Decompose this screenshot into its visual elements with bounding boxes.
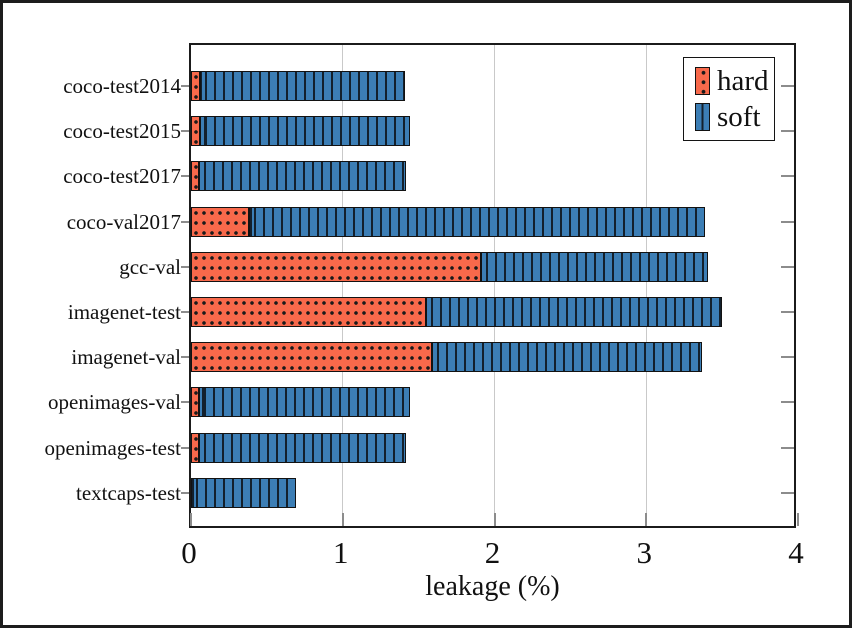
legend-entry-soft: soft: [695, 100, 774, 133]
category-label: openimages-val: [48, 390, 181, 415]
category-label: imagenet-test: [67, 300, 181, 324]
bar-segment-hard: [191, 161, 199, 192]
legend-label-soft: soft: [717, 100, 761, 133]
gridline: [342, 45, 344, 526]
x-axis-tick: [190, 513, 192, 526]
category-label: coco-test2015: [63, 119, 181, 144]
bar-segment-soft: [200, 71, 405, 101]
y-axis-tick-left: [181, 491, 189, 494]
gridline: [645, 45, 647, 526]
y-axis-tick-right: [781, 85, 794, 87]
bar-segment-soft: [198, 387, 410, 418]
y-axis-tick-right: [781, 356, 794, 359]
bar-segment-soft: [200, 116, 410, 147]
bar-segment-soft: [248, 206, 706, 237]
legend-label-hard: hard: [717, 64, 769, 97]
bar-segment-soft: [480, 251, 709, 282]
category-label: gcc-val: [119, 254, 181, 279]
category-label: textcaps-test: [76, 480, 181, 505]
bar-row: [191, 116, 798, 147]
x-axis-tick: [341, 513, 344, 526]
bar-segment-hard: [191, 297, 427, 327]
y-axis-tick-left: [181, 265, 189, 268]
x-axis-tick: [645, 513, 648, 526]
y-axis-tick-left: [181, 401, 189, 404]
category-label: imagenet-val: [71, 345, 181, 370]
x-tick-label: 4: [788, 535, 804, 570]
y-axis-tick-right: [781, 401, 794, 404]
bar-segment-soft: [426, 297, 723, 327]
category-label: openimages-test: [44, 435, 181, 460]
y-axis-tick-right: [781, 175, 794, 178]
x-axis-tick: [493, 513, 496, 526]
bar-segment-hard: [191, 116, 201, 147]
y-axis-tick-right: [781, 311, 794, 313]
bar-segment-soft: [432, 342, 703, 373]
y-axis-tick-left: [181, 311, 189, 313]
category-label: coco-val2017: [66, 209, 181, 234]
bar-row: [191, 71, 798, 101]
bar-row: [191, 432, 798, 463]
bar-segment-hard: [191, 342, 433, 373]
y-axis-tick-left: [181, 446, 189, 449]
bar-row: [191, 251, 798, 282]
bar-segment-soft: [198, 432, 407, 463]
y-axis-tick-left: [181, 175, 189, 178]
bar-row: [191, 297, 798, 327]
y-axis-tick-left: [181, 356, 189, 359]
bar-row: [191, 161, 798, 192]
legend: hard soft: [683, 57, 775, 141]
x-tick-label: 2: [484, 535, 501, 570]
bar-segment-hard: [191, 387, 199, 418]
bar-segment-hard: [191, 71, 201, 101]
legend-swatch-hard-icon: [695, 67, 710, 95]
bar-segment-soft: [198, 161, 407, 192]
bar-row: [191, 387, 798, 418]
gridline: [493, 45, 496, 526]
x-tick-label: 1: [333, 535, 349, 570]
y-axis-tick-right: [781, 220, 794, 223]
y-axis-tick-left: [181, 85, 189, 87]
bar-segment-hard: [191, 206, 249, 237]
y-axis-tick-right: [781, 446, 794, 449]
bar-segment-soft: [191, 477, 296, 508]
x-axis-title: leakage (%): [425, 571, 560, 602]
bar-row: [191, 206, 798, 237]
category-label: coco-test2014: [63, 74, 181, 98]
x-tick-label: 0: [181, 535, 197, 570]
legend-entry-hard: hard: [695, 64, 774, 97]
y-axis-tick-left: [181, 220, 189, 223]
y-axis-tick-right: [781, 265, 794, 268]
x-axis-tick: [797, 513, 799, 526]
bar-row: [191, 342, 798, 373]
bar-segment-hard: [191, 432, 199, 463]
category-label: coco-test2017: [63, 164, 181, 189]
y-axis-tick-left: [181, 130, 189, 133]
bar-segment-hard: [191, 251, 481, 282]
legend-swatch-soft-icon: [695, 103, 710, 131]
y-axis-tick-right: [781, 491, 794, 494]
bar-row: [191, 477, 798, 508]
y-axis-tick-right: [781, 130, 794, 133]
x-tick-label: 3: [636, 535, 653, 570]
